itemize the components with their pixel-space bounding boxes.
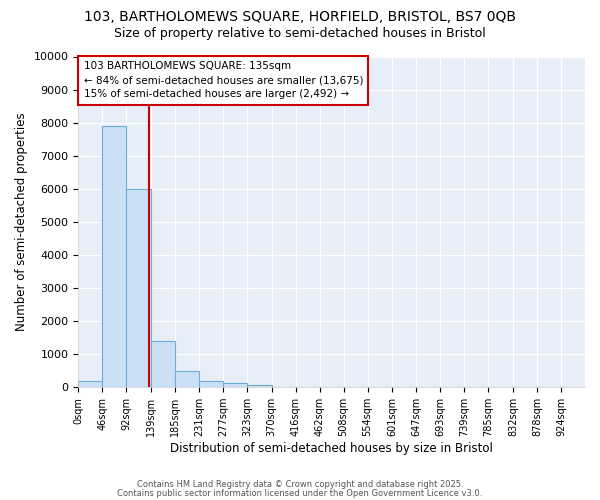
Text: 103, BARTHOLOMEWS SQUARE, HORFIELD, BRISTOL, BS7 0QB: 103, BARTHOLOMEWS SQUARE, HORFIELD, BRIS… (84, 10, 516, 24)
X-axis label: Distribution of semi-detached houses by size in Bristol: Distribution of semi-detached houses by … (170, 442, 493, 455)
Bar (175, 370, 199, 387)
Bar (223, 383, 247, 387)
Bar (78, 380, 103, 387)
Text: 103 BARTHOLOMEWS SQUARE: 135sqm
← 84% of semi-detached houses are smaller (13,67: 103 BARTHOLOMEWS SQUARE: 135sqm ← 84% of… (83, 62, 363, 100)
Text: Size of property relative to semi-detached houses in Bristol: Size of property relative to semi-detach… (114, 28, 486, 40)
Text: Contains public sector information licensed under the Open Government Licence v3: Contains public sector information licen… (118, 488, 482, 498)
Text: Contains HM Land Registry data © Crown copyright and database right 2025.: Contains HM Land Registry data © Crown c… (137, 480, 463, 489)
Y-axis label: Number of semi-detached properties: Number of semi-detached properties (15, 112, 28, 331)
Bar (127, 189, 151, 387)
Bar (199, 380, 223, 387)
Bar (151, 341, 175, 387)
Bar (103, 126, 127, 387)
Bar (247, 384, 272, 387)
